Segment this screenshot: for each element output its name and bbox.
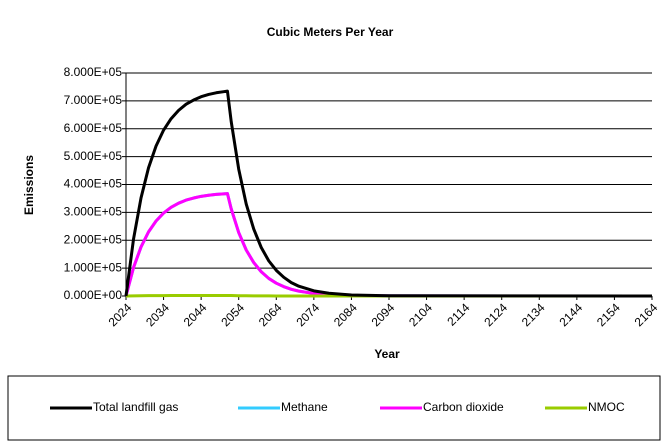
y-axis-label: Emissions xyxy=(22,155,36,215)
chart-title: Cubic Meters Per Year xyxy=(267,25,394,39)
y-tick-label: 2.000E+05 xyxy=(64,232,123,246)
legend-label: NMOC xyxy=(588,400,625,414)
y-tick-label: 1.000E+05 xyxy=(64,260,123,274)
series-line xyxy=(124,192,653,298)
y-tick-label: 6.000E+05 xyxy=(64,121,123,135)
y-tick-label: 4.000E+05 xyxy=(64,177,123,191)
legend-box xyxy=(7,375,661,441)
series-line xyxy=(124,89,653,298)
x-axis-label: Year xyxy=(374,347,400,361)
series-line xyxy=(125,293,652,298)
y-tick-label: 5.000E+05 xyxy=(64,149,123,163)
y-tick-label: 7.000E+05 xyxy=(64,93,123,107)
y-tick-label: 3.000E+05 xyxy=(64,205,123,219)
legend-label: Methane xyxy=(281,400,328,414)
y-tick-label: 0.000E+00 xyxy=(64,288,123,302)
legend-label: Carbon dioxide xyxy=(423,400,504,414)
y-tick-label: 8.000E+05 xyxy=(64,65,123,79)
legend-label: Total landfill gas xyxy=(93,400,178,414)
